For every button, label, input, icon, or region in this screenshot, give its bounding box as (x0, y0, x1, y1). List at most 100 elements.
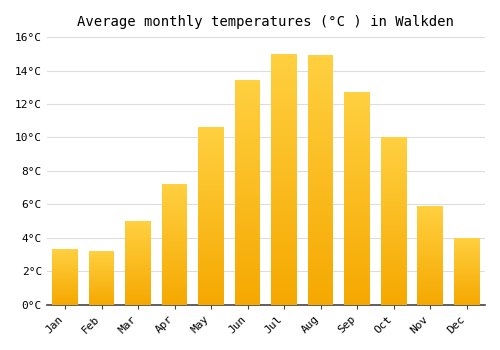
Bar (52, 270, 78, 271)
Bar (162, 190, 188, 191)
Bar (454, 285, 479, 286)
Bar (126, 280, 151, 281)
Bar (235, 170, 260, 173)
Bar (198, 161, 224, 163)
Bar (381, 224, 406, 226)
Bar (454, 265, 479, 266)
Bar (198, 191, 224, 193)
Bar (381, 228, 406, 229)
Bar (272, 249, 297, 252)
Bar (272, 222, 297, 224)
Bar (381, 194, 406, 196)
Bar (308, 292, 334, 295)
Bar (52, 296, 78, 297)
Bar (308, 220, 334, 222)
Bar (89, 303, 114, 304)
Bar (162, 281, 188, 283)
Bar (198, 219, 224, 221)
Bar (344, 201, 370, 203)
Bar (418, 259, 443, 260)
Bar (344, 215, 370, 218)
Bar (52, 290, 78, 291)
Bar (418, 282, 443, 283)
Bar (418, 219, 443, 221)
Bar (235, 278, 260, 280)
Bar (381, 189, 406, 191)
Bar (344, 186, 370, 188)
Bar (126, 245, 151, 246)
Bar (272, 224, 297, 227)
Bar (344, 188, 370, 190)
Bar (308, 145, 334, 148)
Bar (235, 302, 260, 304)
Bar (272, 227, 297, 229)
Bar (308, 237, 334, 240)
Bar (235, 257, 260, 260)
Bar (235, 190, 260, 192)
Bar (126, 258, 151, 259)
Bar (198, 193, 224, 195)
Bar (308, 118, 334, 120)
Bar (235, 235, 260, 237)
Bar (126, 272, 151, 273)
Bar (454, 238, 479, 239)
Bar (381, 208, 406, 209)
Bar (454, 282, 479, 283)
Bar (162, 187, 188, 188)
Bar (52, 279, 78, 280)
Bar (272, 282, 297, 285)
Bar (418, 206, 443, 207)
Bar (272, 106, 297, 109)
Bar (454, 263, 479, 264)
Bar (52, 283, 78, 284)
Bar (126, 279, 151, 280)
Bar (381, 296, 406, 298)
Bar (344, 130, 370, 133)
Bar (235, 94, 260, 96)
Bar (89, 292, 114, 293)
Bar (89, 251, 114, 252)
Bar (162, 240, 188, 242)
Bar (381, 288, 406, 289)
Bar (89, 265, 114, 266)
Bar (344, 300, 370, 302)
Bar (162, 285, 188, 287)
Bar (52, 294, 78, 295)
Bar (235, 181, 260, 184)
Bar (381, 202, 406, 204)
Bar (381, 172, 406, 174)
Bar (454, 268, 479, 269)
Bar (418, 250, 443, 251)
Bar (89, 298, 114, 299)
Bar (344, 222, 370, 224)
Bar (89, 266, 114, 267)
Bar (126, 223, 151, 224)
Bar (344, 217, 370, 220)
Bar (344, 152, 370, 154)
Bar (235, 92, 260, 94)
Bar (198, 172, 224, 174)
Bar (162, 259, 188, 260)
Bar (272, 144, 297, 147)
Bar (454, 299, 479, 300)
Bar (162, 236, 188, 237)
Bar (126, 297, 151, 298)
Bar (235, 262, 260, 264)
Bar (418, 236, 443, 238)
Bar (198, 265, 224, 267)
Bar (52, 252, 78, 253)
Bar (344, 277, 370, 279)
Bar (162, 198, 188, 200)
Bar (344, 107, 370, 109)
Bar (381, 162, 406, 164)
Bar (308, 155, 334, 158)
Bar (126, 295, 151, 296)
Bar (235, 110, 260, 112)
Bar (344, 94, 370, 97)
Bar (162, 218, 188, 219)
Bar (235, 282, 260, 285)
Bar (418, 246, 443, 247)
Bar (89, 274, 114, 275)
Bar (198, 152, 224, 154)
Bar (418, 271, 443, 272)
